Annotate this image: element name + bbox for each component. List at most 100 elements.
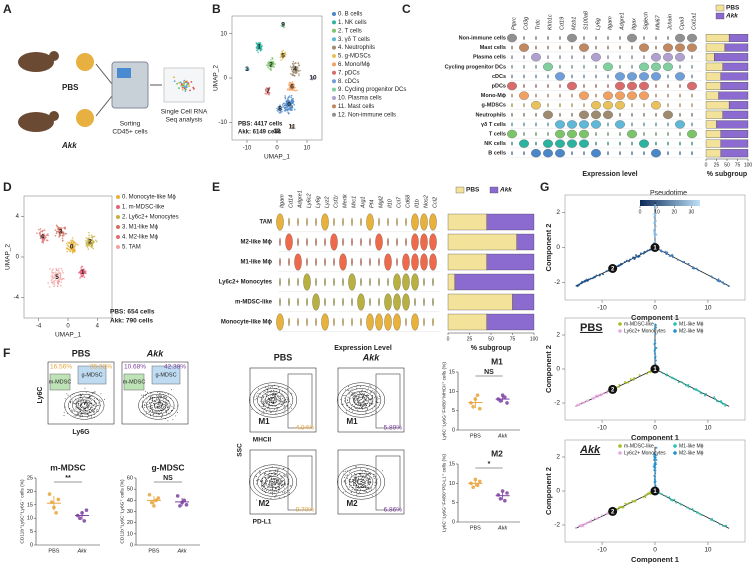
violin xyxy=(511,112,513,117)
event-dot xyxy=(281,404,283,406)
cell-dot xyxy=(700,514,703,517)
cell-dot xyxy=(629,378,632,381)
violin xyxy=(651,62,661,71)
violin xyxy=(543,149,553,158)
violin xyxy=(595,35,597,41)
event-dot xyxy=(355,483,357,485)
violin xyxy=(547,35,549,41)
cell-dot xyxy=(668,496,671,499)
violin xyxy=(429,253,437,271)
cell-dot xyxy=(69,250,71,252)
event-dot xyxy=(355,479,357,481)
event-dot xyxy=(167,420,169,422)
event-dot xyxy=(255,475,257,477)
cell-dot xyxy=(52,275,54,278)
cell-dot xyxy=(675,378,678,381)
axis-label: PD-L1 xyxy=(253,519,272,526)
violin xyxy=(619,131,621,137)
violin xyxy=(631,122,633,127)
event-dot xyxy=(268,387,270,389)
violin xyxy=(348,273,356,291)
cell-dot xyxy=(47,282,49,284)
contour xyxy=(138,391,179,420)
event-dot xyxy=(273,400,275,402)
event-dot xyxy=(349,398,351,400)
bar-segment xyxy=(720,82,749,90)
event-dot xyxy=(351,388,353,390)
cell-dot xyxy=(95,240,98,243)
gate-label: g-MDSC xyxy=(155,372,176,378)
violin xyxy=(531,101,541,110)
violin xyxy=(639,62,649,71)
cell-dot xyxy=(298,73,300,75)
cell-dot xyxy=(618,264,621,267)
cluster-number: 3 xyxy=(245,66,249,73)
event-dot xyxy=(145,395,147,397)
violin xyxy=(655,122,657,127)
violin xyxy=(687,33,697,43)
event-dot xyxy=(85,409,87,411)
event-dot xyxy=(365,399,367,401)
cell-type-label: Neutrophils xyxy=(475,112,506,118)
cell-dot xyxy=(625,259,628,262)
y-tick-label: 10 xyxy=(127,531,133,537)
event-dot xyxy=(156,398,158,400)
axis-label: % subgroup xyxy=(471,345,511,352)
axis-label: Ly6C⁻Ly6G⁻F4/80⁺PD-L1⁺ cells (%) xyxy=(441,454,447,532)
cell-dot xyxy=(80,266,82,269)
x-tick-label: 10 xyxy=(704,305,712,312)
cell-dot xyxy=(295,70,298,72)
tumor xyxy=(76,53,94,71)
event-dot xyxy=(370,487,372,489)
cell-dot xyxy=(293,65,296,68)
event-dot xyxy=(81,415,83,417)
event-dot xyxy=(268,490,270,492)
gene-label: Itgam xyxy=(279,194,285,208)
cell-dot xyxy=(92,247,94,250)
cell-dot xyxy=(89,240,92,243)
cell-dot xyxy=(632,500,635,503)
violin xyxy=(384,253,392,271)
cell-dot xyxy=(87,243,90,246)
event-dot xyxy=(290,484,292,486)
dot xyxy=(505,491,509,495)
event-dot xyxy=(269,475,271,477)
violin xyxy=(333,297,335,307)
thumb-dot xyxy=(185,84,188,87)
cell-dot xyxy=(653,474,656,477)
bar-segment xyxy=(705,72,721,81)
violin xyxy=(396,237,398,247)
cell-dot xyxy=(280,59,282,61)
cell-dot xyxy=(585,278,588,281)
violin xyxy=(579,129,589,139)
event-dot xyxy=(165,399,167,401)
event-dot xyxy=(360,406,362,408)
event-dot xyxy=(261,480,263,482)
violin xyxy=(559,35,561,41)
cluster-number: 8 xyxy=(278,106,282,113)
event-dot xyxy=(167,407,168,409)
violin xyxy=(567,33,577,43)
cell-type-label: γδ T cells xyxy=(481,122,506,128)
legend-label: 0. Monocyte-like Mϕ xyxy=(122,195,176,201)
cell-dot xyxy=(290,66,293,69)
event-dot xyxy=(355,487,357,489)
contour xyxy=(356,478,366,486)
node xyxy=(650,364,660,374)
cell-dot xyxy=(66,244,69,246)
event-dot xyxy=(255,483,257,485)
event-dot xyxy=(347,477,349,479)
dot xyxy=(156,496,161,500)
event-dot xyxy=(78,414,80,416)
cell-dot xyxy=(86,243,88,246)
violin xyxy=(607,74,609,79)
event-dot xyxy=(160,417,162,419)
violin xyxy=(393,273,401,291)
cell-dot xyxy=(720,402,723,405)
violin xyxy=(675,33,685,43)
cell-dot xyxy=(633,258,636,261)
event-dot xyxy=(270,411,272,413)
event-dot xyxy=(286,489,288,491)
cell-dot xyxy=(268,93,270,96)
violin xyxy=(519,139,529,148)
